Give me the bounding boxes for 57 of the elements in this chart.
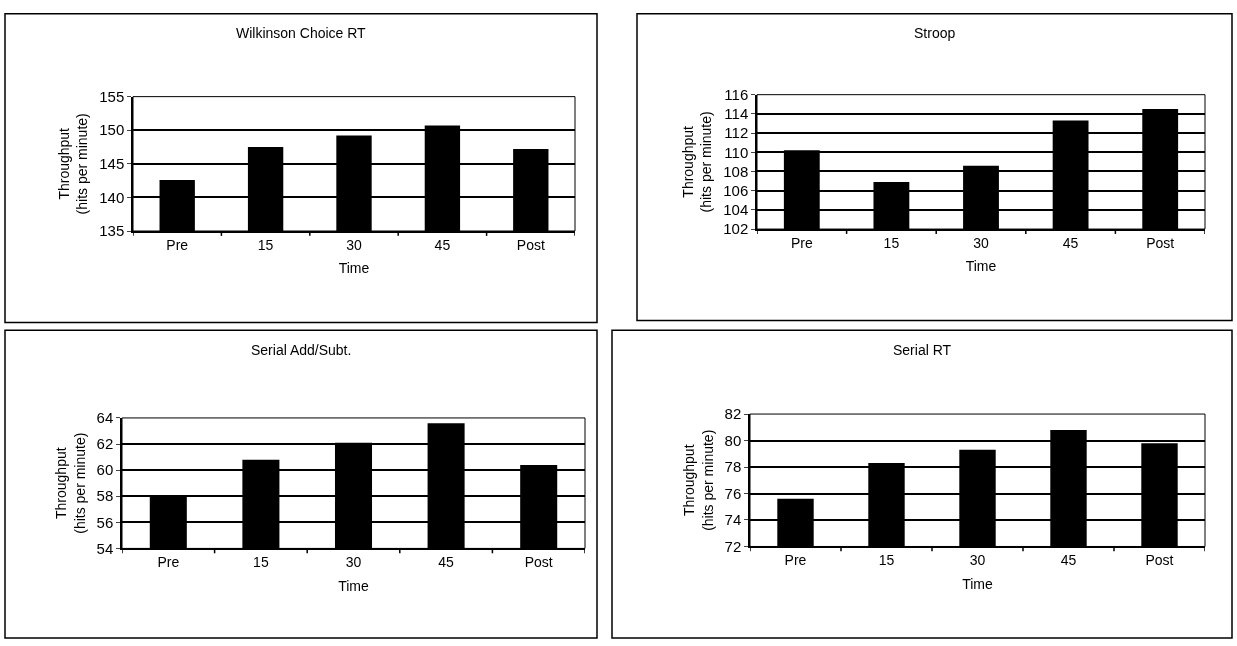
x-tick-label: 30 [969, 552, 986, 569]
y-tick-label: 74 [724, 511, 742, 529]
y-tick-label: 106 [723, 181, 749, 199]
x-tick-label: 45 [1060, 552, 1077, 569]
y-tick-label: 76 [724, 484, 742, 502]
x-tick-label: 30 [346, 236, 362, 253]
y-tick-label: 104 [723, 201, 749, 219]
y-axis-title: Throughput (hits per minute) [56, 113, 91, 215]
y-axis-title: Throughput (hits per minute) [681, 429, 716, 531]
y-tick-label: 80 [724, 431, 742, 449]
x-tick-label: 15 [883, 234, 900, 251]
y-tick-label: 135 [99, 222, 125, 240]
x-tick-label: 15 [257, 236, 274, 253]
y-tick-label: 58 [96, 487, 114, 505]
y-tick-label: 82 [724, 405, 742, 423]
y-tick-label: 155 [99, 87, 125, 105]
chart-title: Stroop [914, 25, 956, 41]
chart-title: Wilkinson Choice RT [236, 25, 367, 41]
y-tick-label: 72 [724, 537, 742, 555]
x-tick-label: Pre [790, 234, 813, 251]
y-tick-label: 114 [724, 105, 749, 123]
y-tick-label: 116 [724, 85, 749, 103]
x-tick-label: 30 [973, 234, 989, 251]
y-axis-title: Throughput (hits per minute) [680, 111, 715, 213]
y-tick-label: 112 [724, 124, 749, 142]
x-axis-title: Time [338, 577, 370, 594]
x-tick-label: 45 [1062, 234, 1079, 251]
chart-title: Serial Add/Subt. [251, 342, 352, 358]
x-tick-label: Post [524, 553, 553, 570]
x-tick-label: Post [1146, 234, 1175, 251]
y-tick-label: 108 [723, 162, 749, 180]
y-tick-label: 54 [96, 539, 114, 557]
y-tick-label: 145 [99, 155, 125, 173]
x-tick-label: 45 [438, 553, 455, 570]
y-tick-label: 150 [99, 121, 125, 139]
x-tick-label: Post [1145, 552, 1174, 569]
x-axis-title: Time [338, 260, 370, 277]
x-tick-label: Pre [784, 552, 807, 569]
x-axis-title: Time [965, 258, 997, 275]
y-tick-label: 60 [96, 461, 114, 479]
y-tick-label: 62 [96, 435, 114, 453]
x-tick-label: Post [516, 236, 545, 253]
chart-title: Serial RT [893, 342, 952, 358]
y-tick-label: 140 [99, 188, 125, 206]
y-tick-label: 64 [96, 409, 114, 427]
x-tick-label: Pre [157, 553, 180, 570]
x-tick-label: 30 [345, 553, 362, 570]
y-tick-label: 110 [724, 143, 749, 161]
x-tick-label: 45 [434, 236, 451, 253]
y-tick-label: 56 [96, 513, 114, 531]
y-tick-label: 102 [723, 220, 749, 238]
x-tick-label: 15 [253, 553, 269, 570]
x-axis-title: Time [962, 575, 994, 592]
x-tick-label: Pre [166, 236, 189, 253]
x-tick-label: 15 [878, 552, 895, 569]
y-axis-title: Throughput (hits per minute) [53, 432, 88, 534]
y-tick-label: 78 [724, 458, 742, 476]
